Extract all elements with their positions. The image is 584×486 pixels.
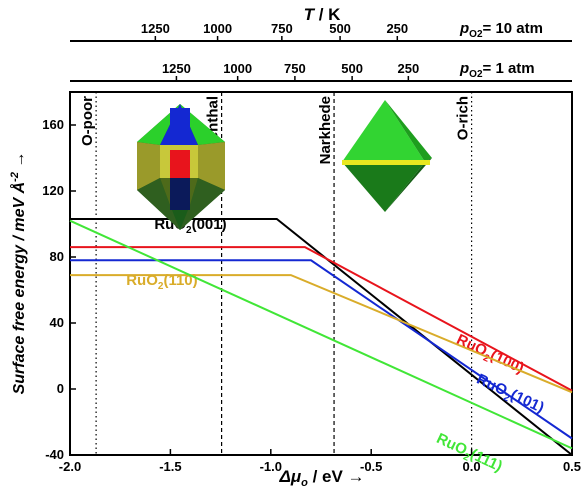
y-axis-title: Surface free energy / meV Å-2 → bbox=[9, 152, 28, 395]
top-axis-tick-label: 750 bbox=[271, 21, 293, 36]
top-axis-tick-label: 1250 bbox=[141, 21, 170, 36]
crystal-shape-low-mu bbox=[137, 104, 225, 230]
x-tick-label: -0.5 bbox=[360, 459, 382, 474]
top-temperature-axes: 1250 1000 750 500 250 pO2= 10 atm 1250 1000 750 5… bbox=[70, 20, 572, 82]
top-axis-tick-label: 1000 bbox=[203, 21, 232, 36]
crystal-shape-high-mu bbox=[342, 100, 432, 212]
top-axis-title: T / K bbox=[304, 5, 342, 24]
pressure-label: pO2= 10 atm bbox=[459, 20, 543, 40]
top-axis-tick-label: 250 bbox=[386, 21, 408, 36]
reference-lines: O-poorRosenthalNarkhedeO-rich bbox=[79, 92, 473, 455]
y-tick-label: 0 bbox=[57, 381, 64, 396]
y-tick-label: 40 bbox=[50, 315, 64, 330]
y-tick-label: 80 bbox=[50, 249, 64, 264]
axis-ticks: -2.0 -1.5 -1.0 -0.5 0.0 0.5 -40 0 40 80 120 160 bbox=[42, 117, 581, 474]
x-axis-title: Δμo / eV → bbox=[278, 467, 364, 486]
pressure-label: pO2= 1 atm bbox=[459, 60, 535, 80]
series-line bbox=[70, 218, 573, 456]
series-line bbox=[70, 246, 573, 392]
x-tick-label: 0.0 bbox=[463, 459, 481, 474]
series-label: RuO2(100) bbox=[453, 331, 527, 380]
top-axis-tick-label: 750 bbox=[284, 61, 306, 76]
x-tick-label: 0.5 bbox=[563, 459, 581, 474]
top-axis-tick-label: 500 bbox=[329, 21, 351, 36]
reference-line-label: Narkhede bbox=[317, 96, 334, 164]
plot-frame bbox=[69, 91, 573, 456]
x-tick-label: -2.0 bbox=[59, 459, 81, 474]
series-label: RuO2(110) bbox=[126, 272, 197, 292]
x-tick-label: -1.0 bbox=[260, 459, 282, 474]
y-tick-label: 160 bbox=[42, 117, 64, 132]
series-line bbox=[69, 219, 573, 450]
reference-line-label: O-poor bbox=[79, 96, 96, 146]
top-axis-tick-label: 250 bbox=[397, 61, 419, 76]
top-axis-tick-label: 500 bbox=[341, 61, 363, 76]
y-tick-label: -40 bbox=[45, 447, 64, 462]
series-line bbox=[70, 259, 573, 440]
top-axis-tick-label: 1000 bbox=[223, 61, 252, 76]
series-line bbox=[70, 274, 573, 394]
series-group: RuO2(001)RuO2(100)RuO2(101)RuO2(110)RuO2… bbox=[69, 216, 573, 475]
y-tick-label: 120 bbox=[42, 183, 64, 198]
reference-line-label: O-rich bbox=[455, 96, 472, 140]
x-tick-label: -1.5 bbox=[159, 459, 181, 474]
top-axis-tick-label: 1250 bbox=[162, 61, 191, 76]
